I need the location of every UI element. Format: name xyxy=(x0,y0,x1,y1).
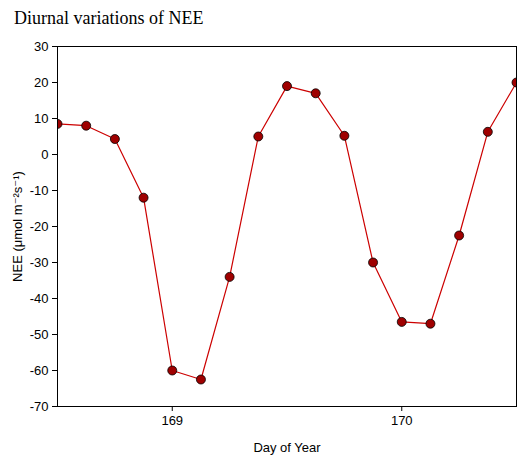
svg-text:10: 10 xyxy=(34,111,48,126)
svg-text:Day of Year: Day of Year xyxy=(253,440,321,455)
svg-text:-30: -30 xyxy=(30,255,49,270)
svg-text:-60: -60 xyxy=(30,363,49,378)
svg-text:30: 30 xyxy=(34,39,48,54)
svg-text:-40: -40 xyxy=(30,291,49,306)
html-text:Diurnal variations of NEE: Diurnal variations of NEE xyxy=(14,8,204,28)
svg-text:0: 0 xyxy=(41,147,48,162)
svg-text:170: 170 xyxy=(391,413,413,428)
svg-text:169: 169 xyxy=(161,413,183,428)
svg-text:-70: -70 xyxy=(30,399,49,414)
svg-text:-10: -10 xyxy=(30,183,49,198)
svg-text:20: 20 xyxy=(34,75,48,90)
svg-text:-20: -20 xyxy=(30,219,49,234)
svg-text:-50: -50 xyxy=(30,327,49,342)
svg-text:NEE (μmol m⁻²s⁻¹): NEE (μmol m⁻²s⁻¹) xyxy=(10,171,25,282)
